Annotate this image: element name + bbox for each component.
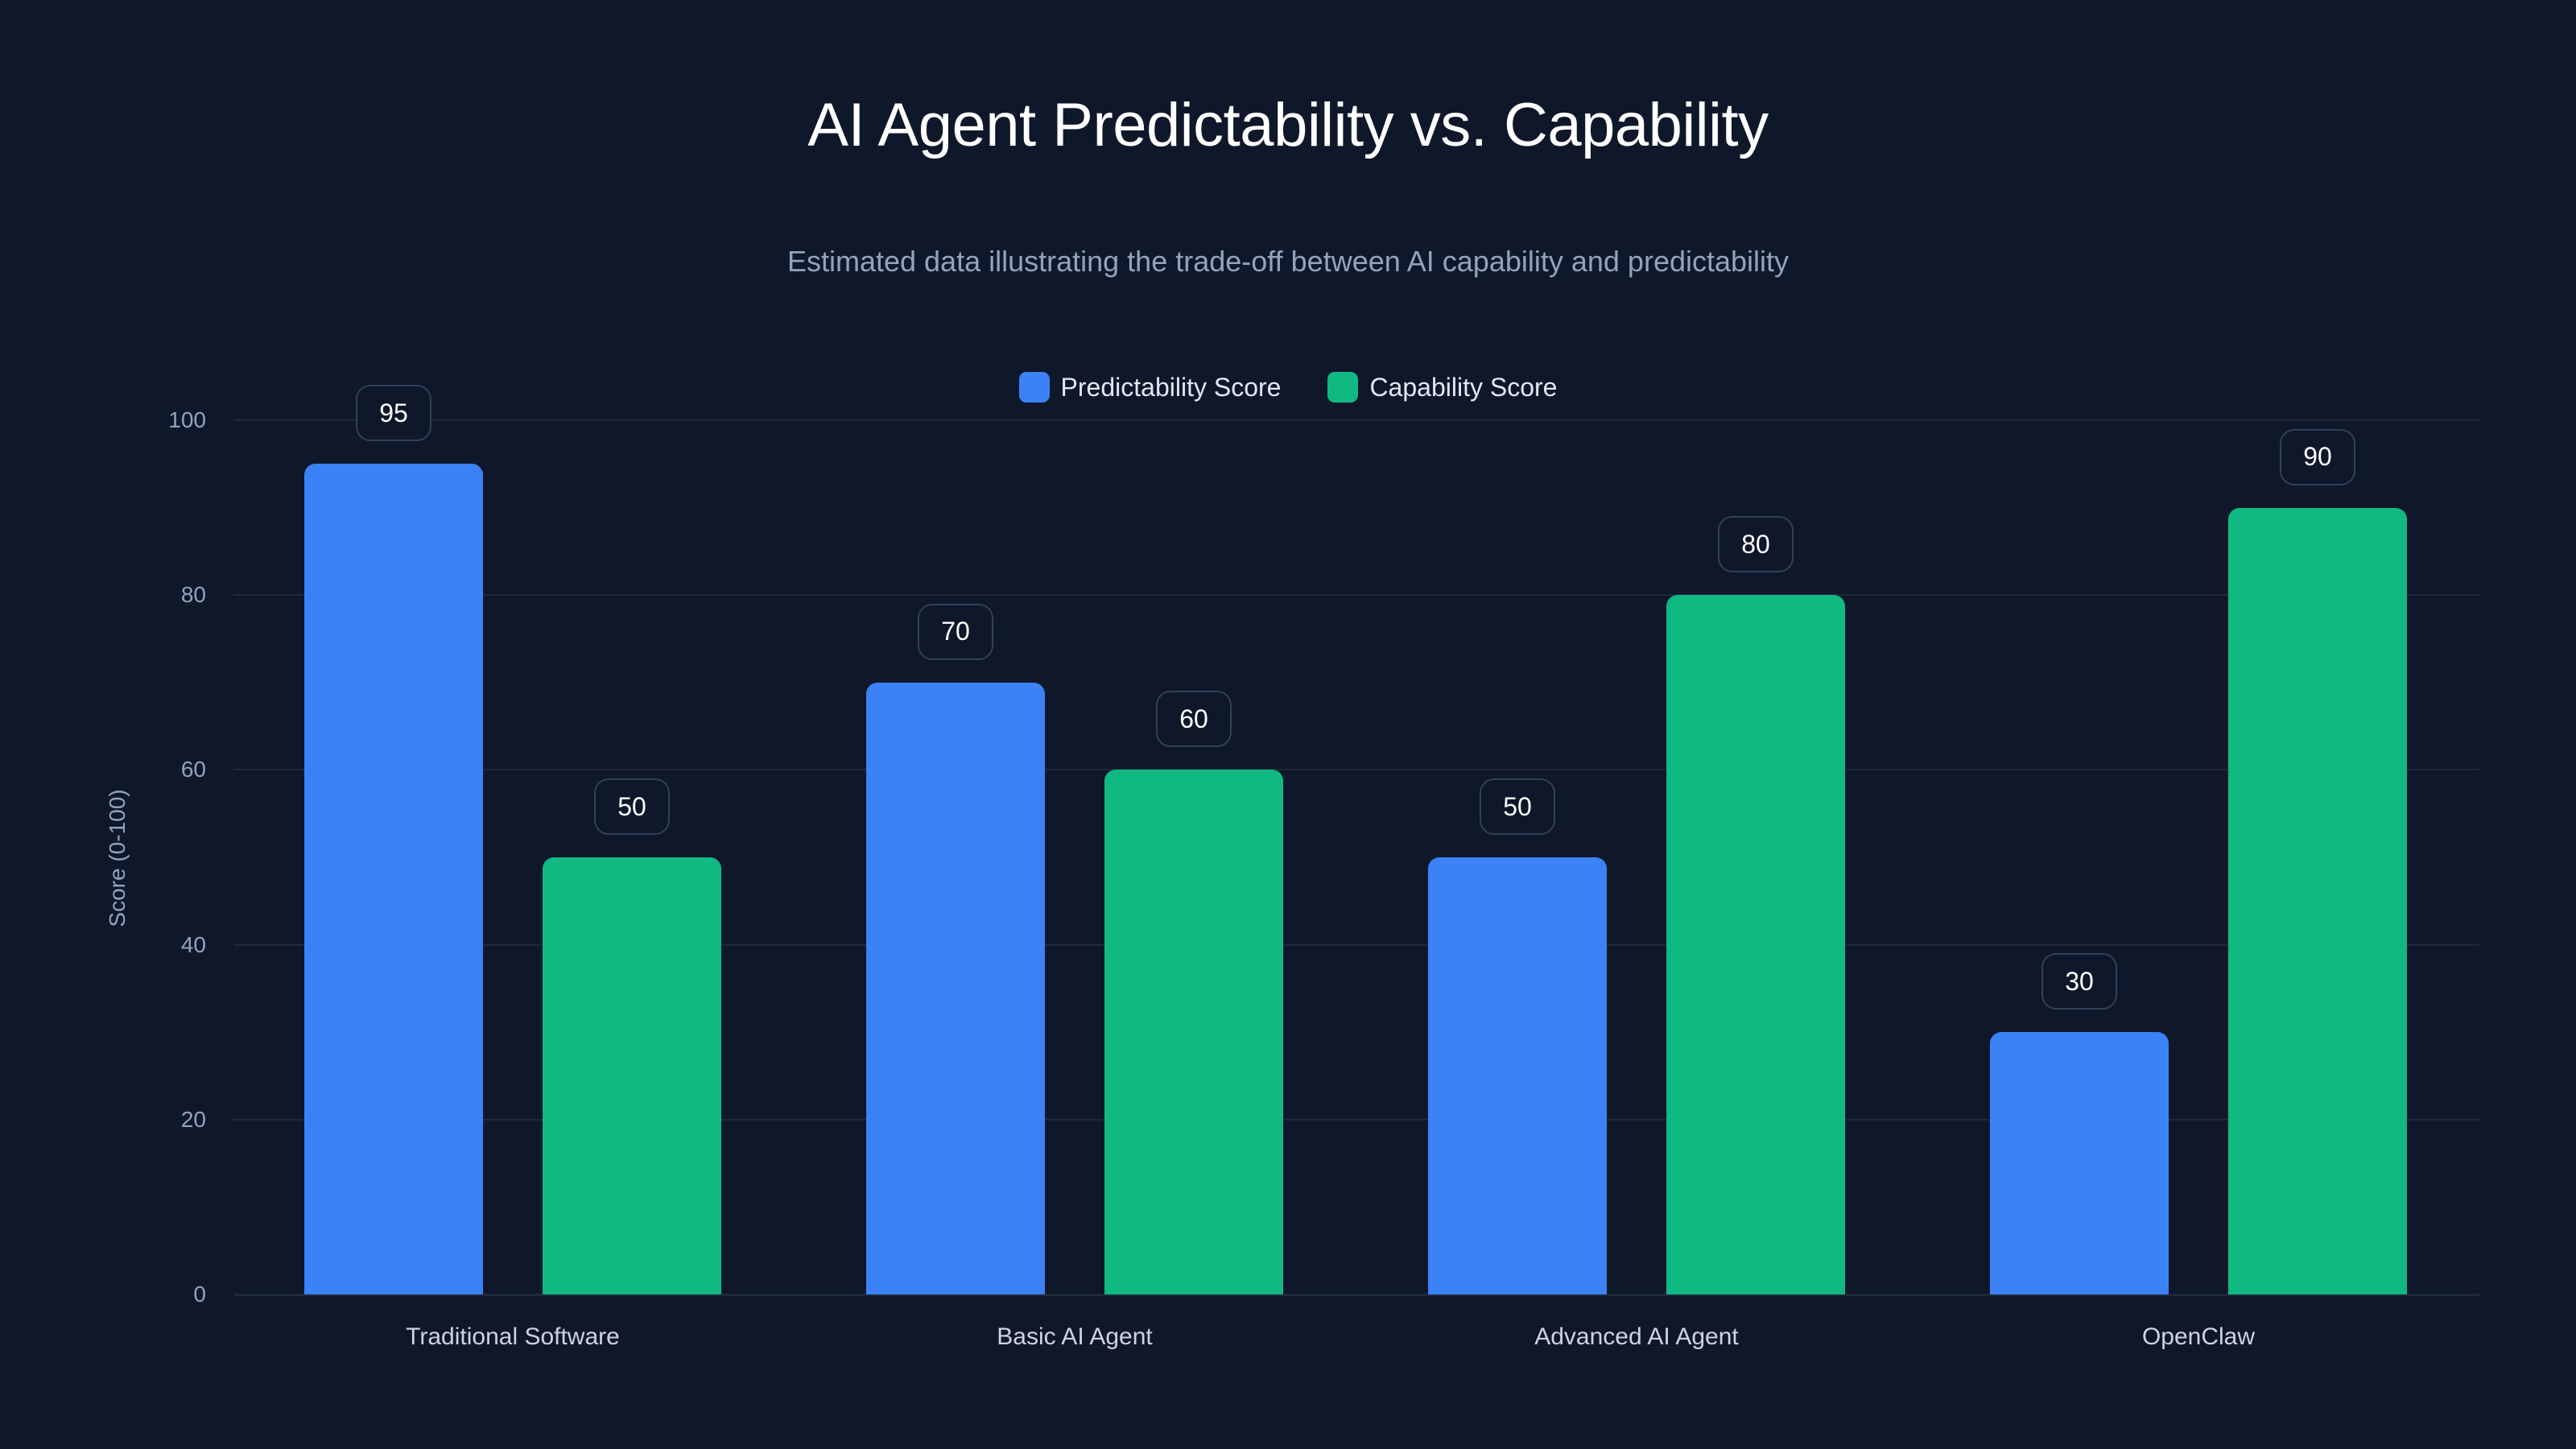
x-category-label: Advanced AI Agent xyxy=(1534,1323,1739,1350)
bar-predictability[interactable] xyxy=(304,464,483,1294)
legend-item-capability[interactable]: Capability Score xyxy=(1327,372,1557,402)
y-tick-label: 100 xyxy=(168,407,206,432)
gridline-20 xyxy=(233,1118,2479,1121)
legend: Predictability Score Capability Score xyxy=(0,372,2576,402)
y-tick-label: 40 xyxy=(180,931,206,957)
value-label: 90 xyxy=(2280,428,2355,485)
legend-swatch-predictability xyxy=(1018,372,1050,402)
bar-capability[interactable] xyxy=(1666,595,1845,1294)
x-category-label: Traditional Software xyxy=(406,1323,620,1350)
gridline-100 xyxy=(233,419,2479,421)
value-label: 60 xyxy=(1156,691,1232,748)
value-label: 50 xyxy=(1480,778,1555,835)
bar-capability[interactable] xyxy=(2228,507,2407,1294)
value-label: 80 xyxy=(1718,516,1794,573)
bar-predictability[interactable] xyxy=(1990,1032,2169,1294)
gridline-40 xyxy=(233,943,2479,946)
bar-capability[interactable] xyxy=(1104,770,1283,1294)
legend-label-capability: Capability Score xyxy=(1369,372,1558,402)
value-label: 70 xyxy=(918,603,993,660)
bar-predictability[interactable] xyxy=(866,682,1045,1294)
value-label: 30 xyxy=(2041,953,2117,1010)
value-label: 50 xyxy=(594,778,670,835)
gridline-60 xyxy=(233,769,2479,771)
bar-capability[interactable] xyxy=(543,857,721,1294)
x-category-label: Basic AI Agent xyxy=(997,1323,1153,1350)
y-tick-label: 20 xyxy=(180,1106,206,1132)
y-tick-label: 0 xyxy=(193,1282,206,1307)
y-tick-label: 80 xyxy=(180,582,206,608)
chart-subtitle: Estimated data illustrating the trade-of… xyxy=(786,245,1790,278)
gridline-0 xyxy=(233,1294,2479,1296)
bar-predictability[interactable] xyxy=(1428,857,1607,1294)
x-category-label: OpenClaw xyxy=(2141,1323,2256,1350)
legend-swatch-capability xyxy=(1327,372,1359,402)
gridline-80 xyxy=(233,594,2479,597)
chart-title: AI Agent Predictability vs. Capability xyxy=(807,91,1769,159)
y-tick-label: 60 xyxy=(180,757,206,782)
legend-item-predictability[interactable]: Predictability Score xyxy=(1018,372,1282,402)
value-label: 95 xyxy=(356,385,431,442)
legend-label-predictability: Predictability Score xyxy=(1060,372,1282,402)
y-axis-label: Score (0-100) xyxy=(105,789,130,927)
plot-area xyxy=(233,419,2479,1296)
